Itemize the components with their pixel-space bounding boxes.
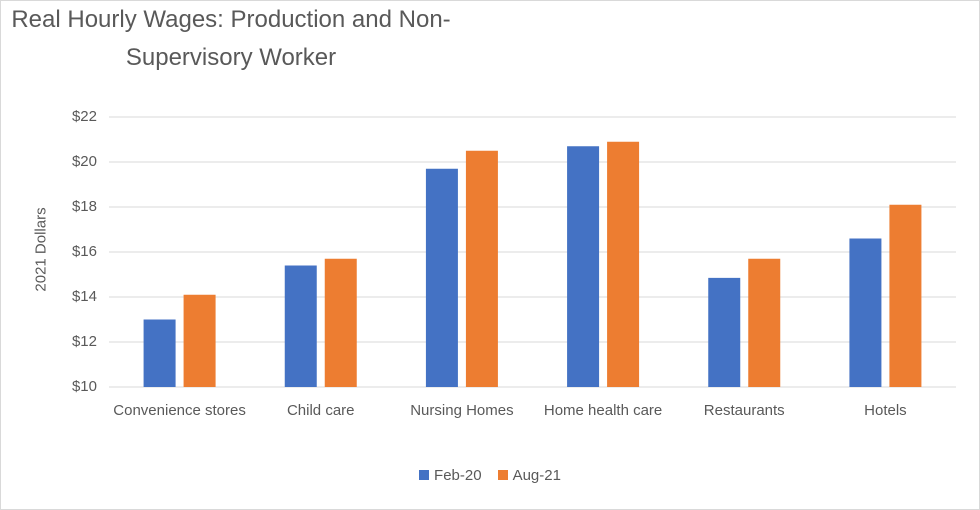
y-tick-label: $16 [72, 243, 97, 260]
y-tick-label: $14 [72, 288, 97, 305]
x-tick-label: Hotels [864, 402, 907, 419]
bar [324, 258, 357, 387]
bar [708, 277, 741, 387]
y-tick-label: $12 [72, 333, 97, 350]
legend: Feb-20 Aug-21 [1, 467, 979, 484]
bar [748, 258, 781, 387]
y-tick-label: $10 [72, 378, 97, 395]
x-tick-label: Child care [286, 402, 355, 419]
bar [465, 150, 498, 387]
legend-swatch [497, 470, 508, 480]
bar [889, 204, 922, 387]
y-tick-label: $18 [72, 198, 97, 215]
legend-label: Aug-21 [512, 467, 561, 484]
bar [284, 265, 317, 387]
chart-title: Real Hourly Wages: Production and Non-Su… [11, 6, 451, 71]
bar [607, 141, 640, 387]
legend-label: Feb-20 [434, 467, 482, 484]
legend-item: Feb-20 [419, 467, 482, 484]
y-axis-label: 2021 Dollars [32, 207, 50, 292]
bar [425, 168, 458, 387]
x-tick-label: Convenience stores [113, 402, 246, 419]
x-tick-label: Home health care [543, 402, 663, 419]
legend-swatch [419, 470, 430, 480]
x-tick-label: Nursing Homes [410, 402, 514, 419]
bar [849, 238, 882, 387]
x-tick-label: Restaurants [703, 402, 785, 419]
legend-item: Aug-21 [497, 467, 561, 484]
y-tick-label: $22 [72, 108, 97, 125]
bar [567, 146, 600, 387]
y-tick-label: $20 [72, 153, 97, 170]
bar [143, 319, 176, 387]
bar [183, 294, 216, 387]
